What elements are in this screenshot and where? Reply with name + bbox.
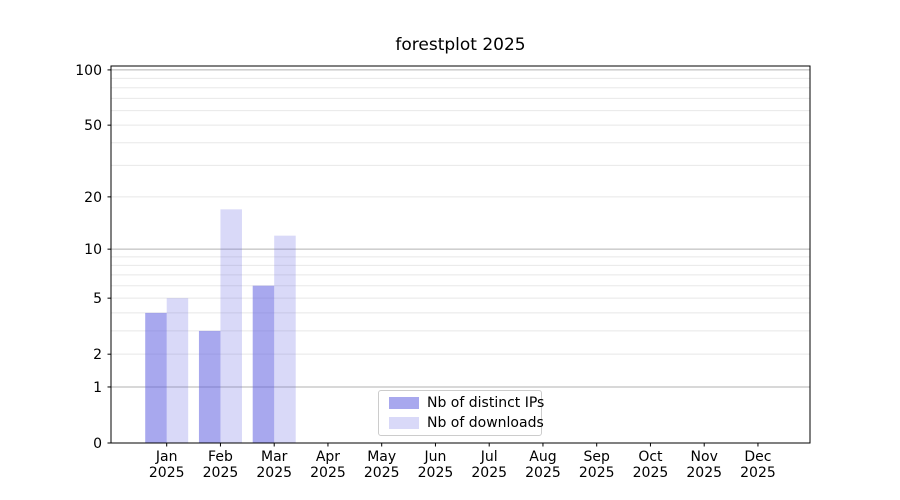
bar [166,298,189,443]
x-tick-label-month: Sep [584,449,611,465]
y-tick-label: 0 [93,436,102,452]
x-tick-label-year: 2025 [686,465,722,481]
y-tick-label: 100 [75,63,102,79]
y-tick-label: 10 [84,242,102,258]
x-tick-label-month: Oct [638,449,663,465]
x-tick-label-year: 2025 [579,465,615,481]
x-tick-label-month: Mar [261,449,288,465]
y-tick-label: 2 [93,347,102,363]
x-tick-label-month: Jan [155,449,178,465]
legend-item-downloads: Nb of downloads [389,415,544,432]
legend-swatch-downloads-icon [389,416,419,429]
plot-border [110,65,811,444]
legend-item-distinct-ips: Nb of distinct IPs [389,395,544,412]
x-tick-label-year: 2025 [633,465,669,481]
x-tick-label-year: 2025 [256,465,292,481]
bar [274,235,296,443]
y-tick-label: 5 [93,291,102,307]
x-tick-label-month: May [367,449,396,465]
x-tick-label-year: 2025 [364,465,400,481]
chart-title: forestplot 2025 [395,35,526,55]
x-tick-label-year: 2025 [310,465,346,481]
x-tick-label-month: Feb [208,449,233,465]
bar [198,330,221,443]
legend-label-distinct-ips: Nb of distinct IPs [427,395,545,412]
x-tick-label-year: 2025 [203,465,239,481]
x-tick-label-year: 2025 [740,465,776,481]
x-tick-label-year: 2025 [418,465,454,481]
x-tick-label-month: Jun [424,449,447,465]
x-tick-label-month: Apr [316,449,340,465]
bar [252,285,275,443]
bar [220,209,242,443]
y-tick-label: 1 [93,380,102,396]
y-tick-label: 50 [84,118,102,134]
x-tick-label-year: 2025 [525,465,561,481]
x-tick-label-year: 2025 [149,465,185,481]
x-tick-label-month: Aug [529,449,556,465]
x-tick-label-year: 2025 [471,465,507,481]
x-tick-label-month: Nov [691,449,718,465]
x-tick-label-month: Jul [480,449,498,465]
bar [145,312,167,443]
legend-label-downloads: Nb of downloads [427,414,544,431]
legend: Nb of distinct IPs Nb of downloads [378,390,544,436]
x-tick-label-month: Dec [744,449,771,465]
y-tick-label: 20 [84,190,102,206]
legend-swatch-distinct-ips-icon [389,397,419,410]
